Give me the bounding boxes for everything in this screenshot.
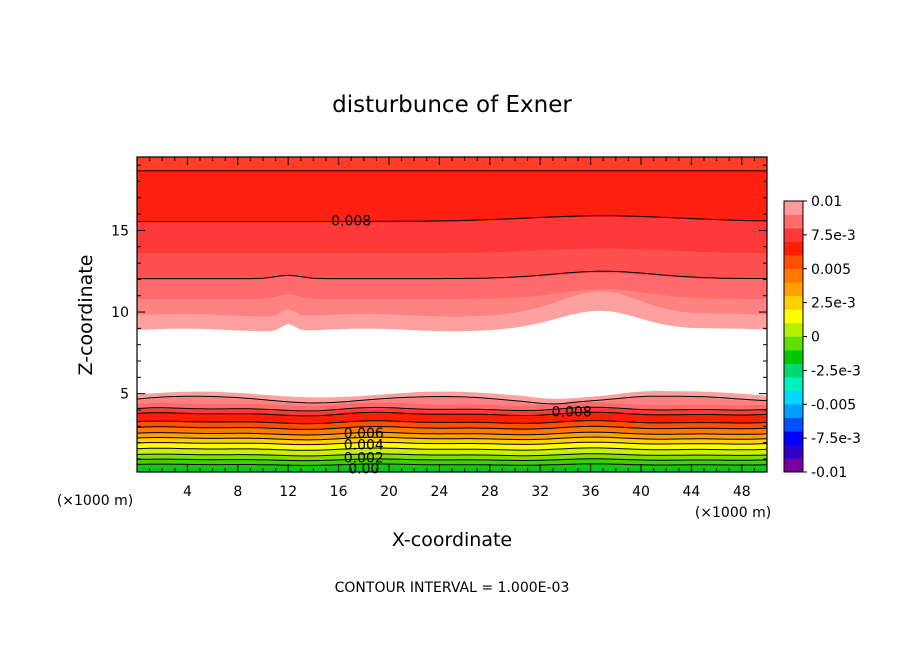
colorbar-label: 0.005 (811, 262, 851, 278)
contour-label: 0.008 (331, 214, 371, 230)
x-tick-label: 32 (531, 484, 549, 500)
colorbar-label: -2.5e-3 (811, 363, 861, 379)
colorbar-swatch (784, 444, 803, 459)
colorbar-swatch (784, 268, 803, 283)
contour-line (136, 436, 768, 441)
x-tick-label: 48 (733, 484, 751, 500)
colorbar-label: 0.01 (811, 194, 842, 210)
x-tick-label: 8 (233, 484, 242, 500)
y-tick-label: 10 (111, 305, 129, 321)
x-tick-label: 16 (330, 484, 348, 500)
contour-interval-note: CONTOUR INTERVAL = 1.000E-03 (335, 580, 570, 596)
contour-label: 0.002 (344, 450, 384, 466)
y-tick-label: 5 (120, 387, 129, 403)
x-tick-label: 4 (183, 484, 192, 500)
contour-line (136, 395, 768, 405)
colorbar-swatch (784, 431, 803, 446)
colorbar-label: -7.5e-3 (811, 431, 861, 447)
x-axis-label: X-coordinate (392, 529, 512, 551)
contour-line (136, 463, 768, 466)
colorbar-label: 0 (811, 330, 820, 346)
colorbar-swatch (784, 214, 803, 229)
plot-area (136, 156, 768, 473)
colorbar-swatch (784, 363, 803, 378)
colorbar-swatch (784, 228, 803, 242)
colorbar-swatch (784, 377, 803, 391)
colorbar-swatch (784, 295, 803, 310)
colorbar-label: 7.5e-3 (811, 228, 856, 244)
y-axis-label: Z-coordinate (75, 255, 97, 376)
contour-label: 0.008 (552, 405, 592, 421)
colorbar-swatch (784, 322, 803, 337)
contour-label: 0.00 (348, 462, 379, 478)
colorbar-swatch (784, 336, 803, 351)
x-tick-label: 28 (481, 484, 499, 500)
contour-line (136, 411, 768, 417)
x-tick-label: 12 (279, 484, 297, 500)
colorbar: 0.01 7.5e-3 0.005 2.5e-3 0 -2.5e-3 -0.005 -7.5e… (783, 194, 861, 481)
contour-line (136, 431, 768, 436)
colorbar-swatch (784, 201, 803, 215)
colorbar-swatch (784, 350, 803, 364)
contour-line (136, 425, 768, 430)
colorbar-swatch (784, 417, 803, 432)
contour-label: 0.006 (344, 426, 384, 442)
x-tick-label: 36 (582, 484, 600, 500)
contour-line (136, 441, 768, 446)
colorbar-label: -0.005 (811, 397, 856, 413)
y-tick-label: 15 (111, 223, 129, 239)
contour-line (136, 420, 768, 425)
colorbar-swatch (784, 282, 803, 297)
colorbar-swatch (784, 255, 803, 270)
y-axis-unit: (×1000 m) (57, 493, 133, 509)
contour-label: 0.004 (344, 437, 384, 453)
contour-line (137, 215, 768, 222)
colorbar-swatch (784, 309, 803, 324)
contour-line (137, 270, 768, 280)
x-tick-label: 20 (380, 484, 398, 500)
contour-line (136, 458, 768, 462)
x-tick-label: 40 (632, 484, 650, 500)
colorbar-label: 2.5e-3 (811, 296, 856, 312)
colorbar-swatch (784, 241, 803, 256)
colorbar-swatch (784, 390, 803, 405)
x-axis-unit: (×1000 m) (695, 505, 771, 521)
colorbar-label: -0.01 (811, 465, 847, 481)
contour-line (136, 453, 768, 457)
chart-title: disturbunce of Exner (332, 92, 572, 118)
colorbar-swatch (784, 404, 803, 419)
contour-line (136, 406, 768, 412)
x-tick-label: 44 (682, 484, 700, 500)
colorbar-swatch (784, 458, 803, 473)
x-tick-label: 24 (430, 484, 448, 500)
contour-line (136, 447, 768, 451)
